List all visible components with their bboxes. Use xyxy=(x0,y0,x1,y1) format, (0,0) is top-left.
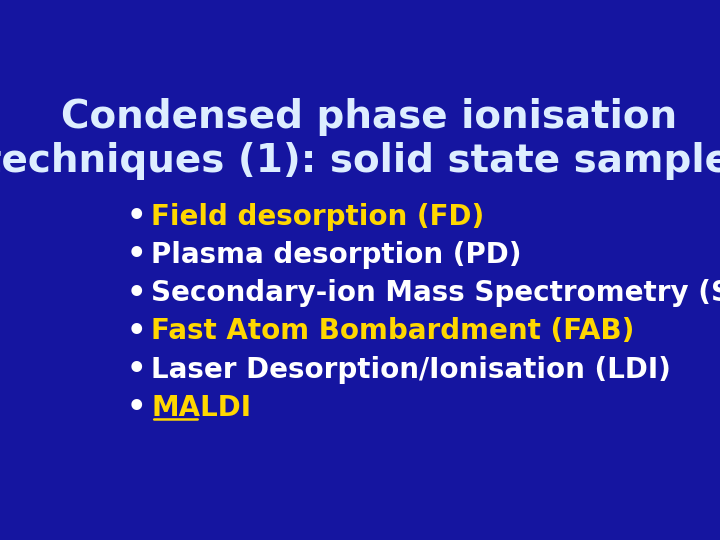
Text: Fast Atom Bombardment (FAB): Fast Atom Bombardment (FAB) xyxy=(151,318,635,345)
Text: •: • xyxy=(126,355,145,384)
Text: •: • xyxy=(126,240,145,269)
Text: Field desorption (FD): Field desorption (FD) xyxy=(151,202,485,231)
Text: Plasma desorption (PD): Plasma desorption (PD) xyxy=(151,241,522,269)
Text: MALDI: MALDI xyxy=(151,394,251,422)
Text: Condensed phase ionisation
techniques (1): solid state samples: Condensed phase ionisation techniques (1… xyxy=(0,98,720,180)
Text: •: • xyxy=(126,202,145,231)
Text: Secondary-ion Mass Spectrometry (SIMS): Secondary-ion Mass Spectrometry (SIMS) xyxy=(151,279,720,307)
Text: •: • xyxy=(126,317,145,346)
Text: •: • xyxy=(126,393,145,422)
Text: Laser Desorption/Ionisation (LDI): Laser Desorption/Ionisation (LDI) xyxy=(151,355,671,383)
Text: •: • xyxy=(126,279,145,308)
